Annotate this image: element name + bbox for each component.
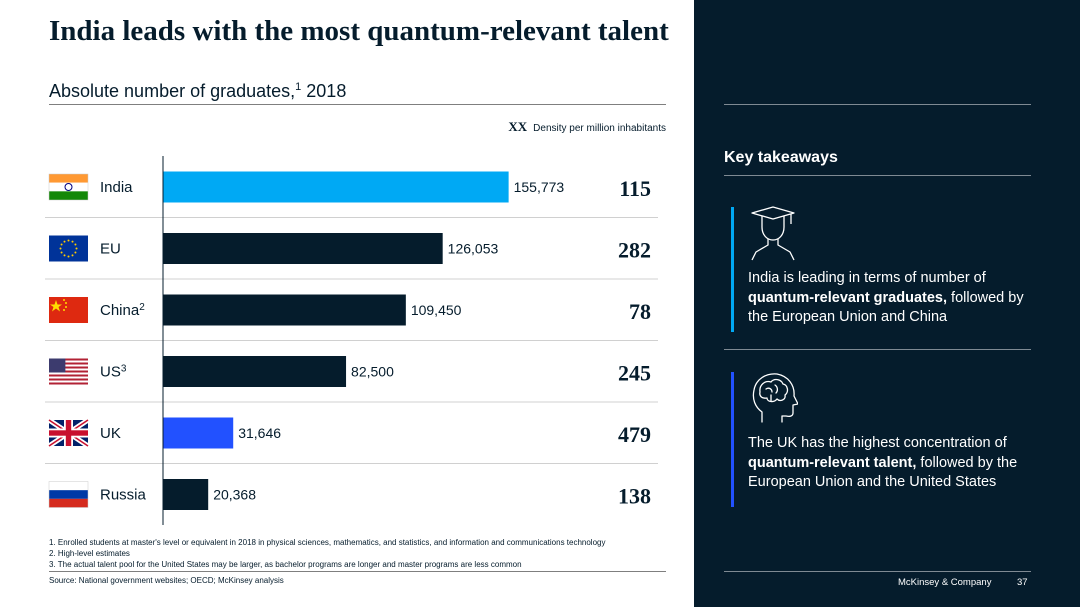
- flag-russia-icon: [48, 481, 89, 508]
- flag-china-icon: [49, 297, 88, 323]
- category-label: US3: [100, 364, 127, 381]
- bar: [163, 294, 406, 326]
- footnote-1: 1. Enrolled students at master's level o…: [49, 538, 606, 547]
- takeaway-1-post: followed by the European Union and China: [748, 289, 1024, 326]
- bar-value-label: 155,773: [514, 179, 565, 195]
- legend-marker: XX: [508, 119, 528, 134]
- category-footnote-marker: 2: [139, 302, 145, 313]
- bar: [163, 356, 347, 387]
- legend: XX Density per million inhabitants: [508, 119, 666, 135]
- density-value: 115: [619, 176, 651, 201]
- takeaway-1-accent: [731, 207, 734, 332]
- bar-value-label: 31,646: [238, 425, 281, 441]
- category-label: India: [100, 179, 133, 196]
- category-label: Russia: [100, 487, 147, 504]
- bar: [163, 171, 509, 203]
- flag-eu-icon: [49, 235, 88, 262]
- footnote-3: 3. The actual talent pool for the United…: [49, 560, 522, 569]
- legend-label: Density per million inhabitants: [533, 123, 666, 134]
- takeaway-1-pre: India is leading in terms of number of: [748, 270, 986, 286]
- category-label: UK: [100, 425, 121, 442]
- takeaways-panel: Key takeaways India is leading in terms …: [694, 0, 1080, 607]
- sidebar-divider-heading: [724, 175, 1031, 176]
- takeaways-heading: Key takeaways: [724, 149, 838, 166]
- subtitle-year: 2018: [301, 81, 347, 101]
- takeaway-2-bold: quantum-relevant talent,: [748, 454, 917, 471]
- bar: [163, 417, 234, 449]
- footnotes: 1. Enrolled students at master's level o…: [49, 537, 605, 570]
- bar-value-label: 109,450: [411, 302, 462, 318]
- category-label: EU: [100, 241, 121, 258]
- flag-us-icon: [49, 358, 88, 385]
- subtitle-text: Absolute number of graduates,: [49, 81, 296, 101]
- bar-value-label: 126,053: [448, 241, 499, 257]
- sidebar-divider-bottom: [724, 571, 1031, 572]
- title-divider: [49, 104, 666, 105]
- density-value: 138: [618, 484, 651, 509]
- category-label: China2: [100, 302, 145, 319]
- takeaway-2-post: followed by the European Union and the U…: [748, 454, 1018, 491]
- footer-divider: [49, 571, 666, 572]
- page-title: India leads with the most quantum-releva…: [49, 15, 669, 47]
- brand-name: McKinsey & Company: [898, 577, 992, 588]
- takeaway-2-text: The UK has the highest concentration of …: [748, 434, 1038, 493]
- density-value: 479: [618, 422, 651, 447]
- bar: [163, 233, 443, 264]
- category-footnote-marker: 3: [121, 364, 127, 375]
- takeaway-2-accent: [731, 372, 734, 507]
- brain-head-icon: [752, 373, 798, 423]
- takeaway-1-bold: quantum-relevant graduates,: [748, 289, 948, 306]
- bar-value-label: 20,368: [213, 487, 256, 503]
- sidebar-divider-top: [724, 104, 1031, 105]
- chart-panel: India leads with the most quantum-releva…: [45, 15, 669, 585]
- density-value: 282: [618, 238, 651, 263]
- takeaway-2-pre: The UK has the highest concentration of: [748, 435, 1007, 451]
- takeaway-1-text: India is leading in terms of number of q…: [748, 269, 1038, 328]
- bar-value-label: 82,500: [351, 364, 394, 380]
- chart-subtitle: Absolute number of graduates,1 2018: [49, 81, 346, 102]
- flag-uk-icon: [47, 417, 90, 449]
- bar-chart: India 155,773 115 EU 126,053 282 China2 109,450…: [45, 156, 658, 525]
- flag-india-icon: [48, 173, 89, 201]
- density-value: 245: [618, 361, 651, 386]
- subtitle-footnote-marker: 1: [295, 81, 302, 93]
- footnote-2: 2. High-level estimates: [49, 549, 130, 558]
- density-value: 78: [629, 299, 651, 324]
- source-note: Source: National government websites; OE…: [49, 576, 284, 585]
- graduate-icon: [751, 206, 795, 261]
- page-number: 37: [1017, 577, 1028, 588]
- bar: [163, 479, 209, 510]
- sidebar-divider-middle: [724, 349, 1031, 350]
